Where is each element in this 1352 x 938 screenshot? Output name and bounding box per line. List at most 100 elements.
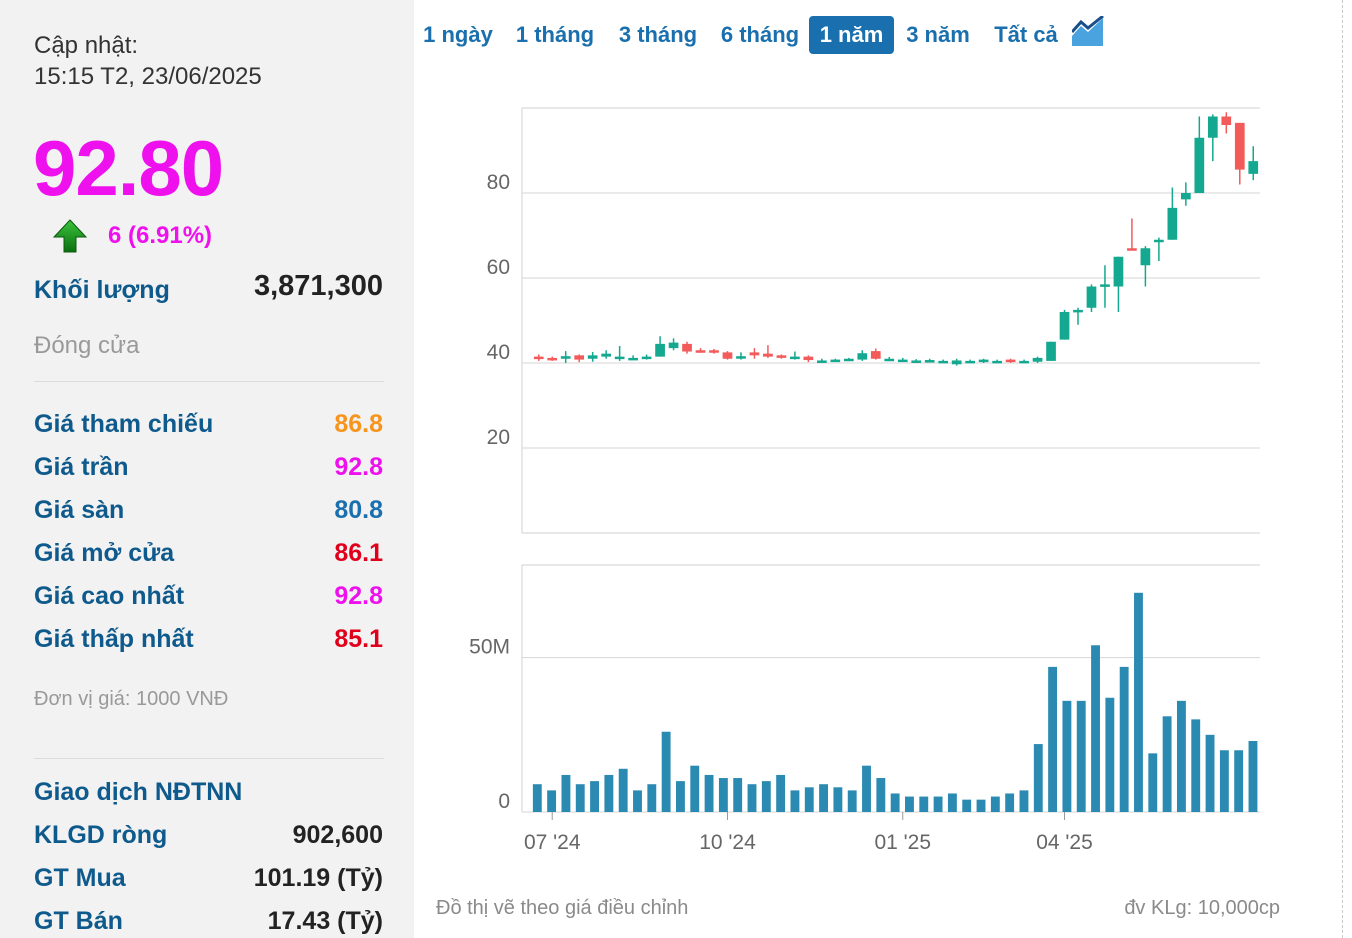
update-label: Cập nhật: [34, 32, 139, 59]
candle-body [1234, 122, 1245, 170]
volume-bar [776, 774, 786, 812]
candle-body [857, 353, 868, 360]
candle-body [1140, 248, 1151, 266]
volume-bar [804, 787, 814, 812]
volume-value: 3,871,300 [253, 270, 383, 302]
area-chart-icon[interactable] [1072, 16, 1104, 46]
x-tick-label: 07 '24 [524, 831, 581, 854]
stat-label: Giá cao nhất [34, 582, 185, 610]
candle-body [965, 360, 976, 364]
range-tab[interactable]: 1 tháng [515, 22, 595, 47]
candle-body [1032, 357, 1043, 362]
candle-body [870, 351, 881, 359]
volume-bar [618, 768, 628, 812]
price-tick-label: 80 [487, 171, 510, 194]
volume-bar [1234, 750, 1244, 812]
candle-body [533, 356, 544, 360]
candle-body [1194, 137, 1205, 193]
volume-bar [633, 790, 642, 812]
volume-bar [547, 790, 557, 812]
range-tab[interactable]: 6 tháng [720, 22, 800, 47]
volume-bar [532, 784, 542, 812]
range-tab[interactable]: Tất cả [994, 22, 1058, 47]
candle-body [1059, 312, 1070, 340]
volume-bar [1219, 750, 1229, 812]
volume-bar [1019, 790, 1029, 812]
range-tab[interactable]: 1 năm [809, 16, 894, 54]
candle-body [1154, 239, 1164, 243]
volume-bar [819, 784, 829, 812]
candle-body [749, 352, 760, 356]
price-tick-label: 40 [487, 341, 510, 364]
volume-bar [690, 765, 700, 812]
candle-body [547, 357, 558, 361]
stat-label: Giá thấp nhất [34, 625, 194, 653]
candle-body [695, 350, 706, 353]
range-tab[interactable]: 1 ngày [423, 22, 493, 47]
volume-bar [604, 774, 614, 812]
range-tab[interactable]: 3 tháng [618, 22, 698, 47]
adjusted-price-note: Đồ thị vẽ theo giá điều chỉnh [436, 897, 689, 919]
candle-body [574, 355, 585, 360]
volume-bar [1105, 697, 1115, 812]
volume-tick-label: 0 [498, 790, 510, 813]
x-tick-label: 10 '24 [699, 831, 756, 854]
volume-bar [1048, 666, 1058, 812]
quote-sidebar: Cập nhật: 15:15 T2, 23/06/2025 92.80 6 (… [0, 0, 414, 938]
divider [34, 758, 384, 759]
volume-bar [561, 774, 571, 812]
candle-body [601, 353, 612, 357]
volume-bar [747, 784, 757, 812]
volume-bar [704, 774, 714, 812]
volume-bar [862, 765, 871, 812]
candle-body [830, 359, 841, 363]
volume-bar [661, 731, 671, 812]
volume-bar [590, 781, 599, 812]
up-arrow-icon [52, 219, 88, 253]
stat-value: 92.8 [334, 582, 383, 610]
volume-bars [532, 592, 1258, 812]
volume-y-axis: 0 50M [469, 636, 510, 813]
volume-bar [962, 799, 972, 812]
range-tab[interactable]: 3 năm [906, 22, 970, 47]
candle-body [1248, 161, 1259, 174]
candle-body [897, 359, 908, 363]
volume-bar [1134, 592, 1143, 812]
panel-border [1342, 0, 1343, 938]
x-tick-label: 04 '25 [1036, 831, 1093, 854]
candle-body [978, 359, 989, 363]
volume-bar [1062, 700, 1072, 812]
candle-body [816, 360, 827, 363]
candle-body [1127, 248, 1137, 251]
candle-body [938, 360, 949, 364]
volume-bar [833, 787, 843, 812]
volume-bar [1076, 700, 1086, 812]
candle-body [992, 360, 1002, 364]
foreign-stat-value: 101.19 (Tỷ) [253, 864, 383, 892]
volume-bar [1148, 753, 1158, 812]
foreign-trade-title: Giao dịch NĐTNN [34, 778, 243, 806]
volume-label: Khối lượng [34, 276, 170, 304]
volume-bar [718, 778, 728, 812]
candle-body [668, 342, 679, 349]
stat-label: Giá sàn [34, 496, 125, 524]
candle-body [763, 353, 773, 357]
foreign-stat-value: 17.43 (Tỷ) [267, 907, 383, 935]
candle-body [709, 350, 719, 353]
candle-body [1180, 193, 1191, 200]
volume-bar [1091, 645, 1100, 812]
candle-body [1086, 286, 1097, 308]
update-time: 15:15 T2, 23/06/2025 [34, 63, 262, 90]
candle-body [1207, 116, 1218, 138]
divider [34, 381, 384, 382]
candlesticks [533, 112, 1259, 366]
candle-body [1113, 256, 1124, 287]
candle-body [655, 343, 665, 357]
unit-note: Đơn vị giá: 1000 VNĐ [34, 688, 229, 710]
stat-value: 86.1 [334, 539, 383, 567]
candle-body [1100, 284, 1110, 287]
market-status: Đóng cửa [34, 332, 140, 359]
volume-bar [876, 778, 886, 812]
volume-bar [933, 796, 943, 812]
volume-bar [761, 781, 771, 812]
